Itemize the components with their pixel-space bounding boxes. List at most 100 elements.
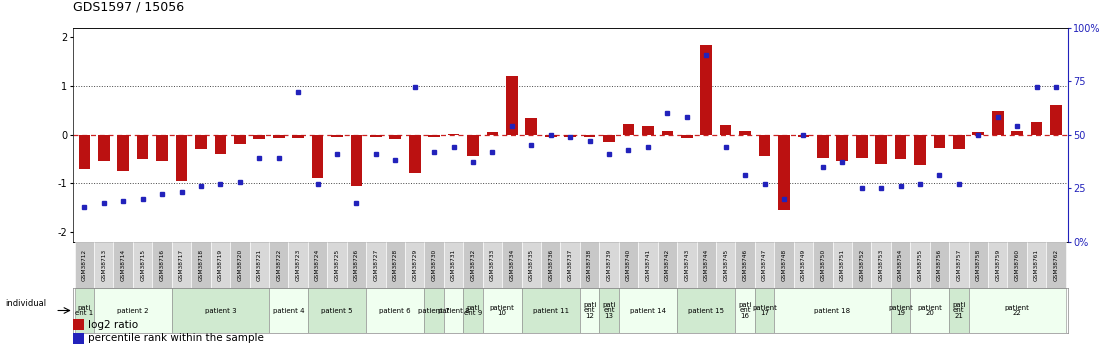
Bar: [930, 241, 949, 288]
Bar: [98, 135, 110, 161]
Bar: [599, 241, 618, 288]
Text: GSM38738: GSM38738: [587, 249, 593, 281]
Bar: [755, 241, 775, 288]
Bar: [114, 241, 133, 288]
Bar: [331, 135, 343, 137]
Text: patient
19: patient 19: [888, 305, 913, 316]
Bar: [681, 135, 693, 138]
Bar: [405, 241, 425, 288]
Bar: [94, 241, 114, 288]
Text: patient
20: patient 20: [917, 305, 942, 316]
Text: GSM38740: GSM38740: [626, 249, 631, 281]
Bar: [136, 135, 149, 159]
Text: GSM38720: GSM38720: [237, 249, 243, 281]
Bar: [157, 135, 168, 161]
Bar: [736, 288, 755, 333]
Bar: [409, 135, 420, 174]
Bar: [234, 135, 246, 144]
Bar: [172, 241, 191, 288]
Text: pati
ent
12: pati ent 12: [582, 302, 596, 319]
Bar: [366, 288, 425, 333]
Bar: [292, 135, 304, 138]
Bar: [425, 288, 444, 333]
Bar: [172, 288, 269, 333]
Bar: [522, 241, 541, 288]
Text: GSM38741: GSM38741: [645, 249, 651, 281]
Text: GSM38735: GSM38735: [529, 249, 533, 281]
Bar: [657, 241, 678, 288]
Bar: [425, 241, 444, 288]
Text: GSM38723: GSM38723: [295, 249, 301, 281]
Text: GSM38730: GSM38730: [432, 249, 437, 281]
Bar: [642, 126, 654, 135]
Text: patient 14: patient 14: [629, 307, 666, 314]
Text: GSM38745: GSM38745: [723, 249, 728, 281]
Bar: [891, 241, 910, 288]
Bar: [852, 241, 871, 288]
Text: individual: individual: [6, 299, 47, 308]
Bar: [506, 76, 518, 135]
Bar: [775, 288, 891, 333]
Bar: [797, 135, 809, 137]
Bar: [307, 241, 328, 288]
Text: GSM38739: GSM38739: [607, 249, 612, 281]
Text: GSM38755: GSM38755: [918, 249, 922, 281]
Bar: [856, 135, 868, 158]
Bar: [78, 135, 91, 169]
Bar: [565, 135, 576, 137]
Bar: [273, 135, 284, 138]
Bar: [525, 118, 537, 135]
Text: GSM38758: GSM38758: [976, 249, 980, 281]
Text: GSM38718: GSM38718: [198, 249, 203, 281]
Bar: [541, 241, 560, 288]
Text: GSM38746: GSM38746: [742, 249, 748, 281]
Text: patient 11: patient 11: [532, 307, 569, 314]
Text: GSM38724: GSM38724: [315, 249, 320, 281]
Text: GSM38748: GSM38748: [781, 249, 786, 281]
Bar: [580, 288, 599, 333]
Bar: [775, 241, 794, 288]
Bar: [759, 135, 770, 156]
Bar: [73, 333, 85, 344]
Text: GSM38733: GSM38733: [490, 249, 495, 281]
Bar: [463, 288, 483, 333]
Text: pati
ent
13: pati ent 13: [603, 302, 616, 319]
Bar: [638, 241, 657, 288]
Text: patient
22: patient 22: [1005, 305, 1030, 316]
Bar: [778, 135, 789, 210]
Bar: [117, 135, 129, 171]
Bar: [894, 135, 907, 159]
Bar: [794, 241, 813, 288]
Text: patient 18: patient 18: [815, 307, 851, 314]
Bar: [444, 241, 463, 288]
Bar: [215, 135, 226, 154]
Bar: [697, 241, 716, 288]
Text: GSM38754: GSM38754: [898, 249, 903, 281]
Bar: [1031, 122, 1042, 135]
Bar: [269, 288, 307, 333]
Text: patient
10: patient 10: [490, 305, 514, 316]
Text: GSM38716: GSM38716: [160, 249, 164, 281]
Text: GSM38752: GSM38752: [860, 249, 864, 281]
Bar: [210, 241, 230, 288]
Bar: [836, 135, 849, 161]
Text: patient 15: patient 15: [689, 307, 724, 314]
Text: GSM38751: GSM38751: [840, 249, 845, 281]
Text: patient 8: patient 8: [438, 307, 470, 314]
Text: patient 6: patient 6: [379, 307, 411, 314]
Bar: [910, 241, 930, 288]
Text: GSM38714: GSM38714: [121, 249, 125, 281]
Text: GSM38762: GSM38762: [1053, 249, 1059, 281]
Bar: [351, 135, 362, 186]
Bar: [934, 135, 945, 148]
Text: GSM38732: GSM38732: [471, 249, 475, 281]
Bar: [968, 241, 988, 288]
Text: GSM38757: GSM38757: [956, 249, 961, 281]
Bar: [444, 288, 463, 333]
Bar: [739, 131, 751, 135]
Bar: [604, 135, 615, 142]
Bar: [176, 135, 188, 181]
Text: GSM38726: GSM38726: [354, 249, 359, 281]
Text: GSM38743: GSM38743: [684, 249, 690, 281]
Bar: [953, 135, 965, 149]
